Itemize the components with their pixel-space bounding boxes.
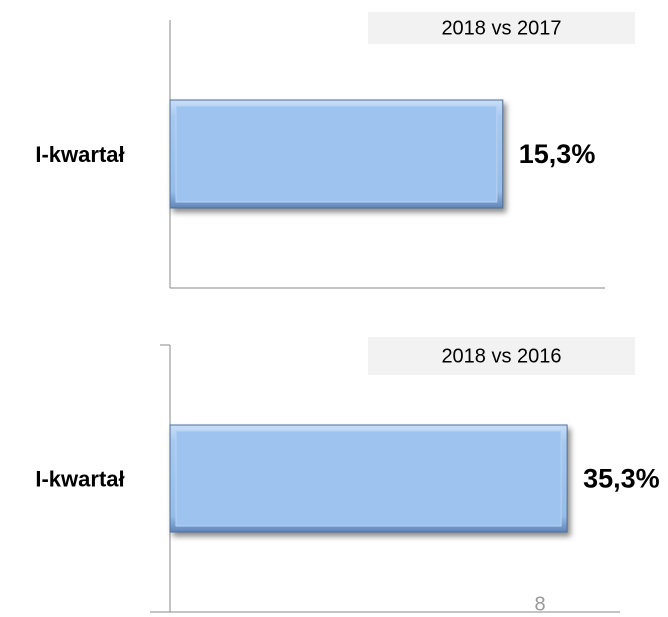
title-box bbox=[368, 337, 635, 375]
chart-title: 2018 vs 2017 bbox=[441, 17, 561, 39]
category-label: I-kwartał bbox=[35, 466, 124, 491]
bar-bevel bbox=[175, 105, 498, 203]
bar-bevel bbox=[175, 430, 562, 527]
title-box bbox=[368, 12, 635, 44]
value-label: 35,3% bbox=[583, 464, 660, 494]
value-label: 15,3% bbox=[519, 139, 596, 169]
category-label: I-kwartał bbox=[35, 142, 124, 167]
chart-title: 2018 vs 2016 bbox=[441, 345, 561, 367]
page-number: 8 bbox=[534, 593, 545, 615]
